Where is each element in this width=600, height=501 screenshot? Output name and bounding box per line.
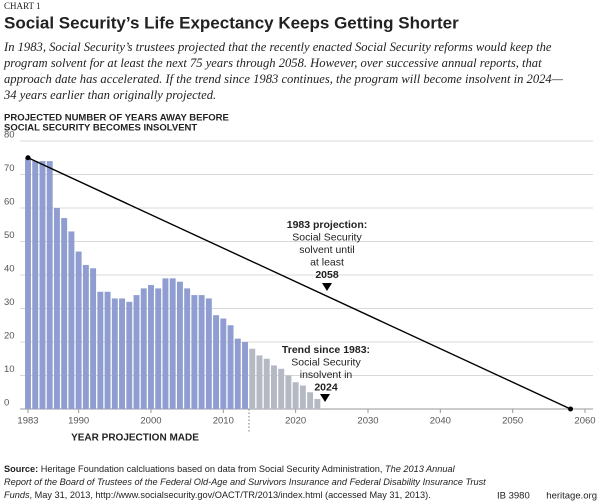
source-segment: Report of the Board of Trustees of the F… [4, 477, 486, 487]
annotation-line: Trend since 1983: [282, 344, 370, 356]
y-tick-label: 60 [4, 197, 15, 208]
bar [140, 288, 147, 409]
source-segment: , May 31, 2013, http://www.socialsecurit… [30, 490, 431, 500]
bar [270, 365, 277, 409]
bar [126, 301, 133, 409]
bar [53, 208, 60, 409]
annotation-line: solvent until [299, 244, 354, 256]
subtitle-line: program solvent for at least the next 75… [3, 56, 542, 70]
x-tick-label: 2000 [140, 416, 161, 427]
source-line: Funds, May 31, 2013, http://www.socialse… [4, 490, 431, 500]
annotation-line: at least [310, 256, 344, 268]
bar [285, 375, 292, 409]
annotation-line: Social Security [292, 231, 362, 243]
bar [32, 161, 39, 409]
annotation-line: 2024 [314, 381, 338, 393]
source-note: Source: Heritage Foundation calcluations… [4, 464, 486, 500]
source-line: Source: Heritage Foundation calcluations… [4, 464, 456, 474]
bar [133, 295, 140, 409]
bar [90, 268, 97, 409]
bar [220, 318, 227, 409]
bar [176, 281, 183, 409]
source-line: Report of the Board of Trustees of the F… [4, 477, 486, 487]
bar [82, 264, 89, 409]
bar [184, 288, 191, 409]
bar [227, 325, 234, 409]
annotation-line: Social Security [291, 356, 361, 368]
source-segment: Funds [4, 490, 30, 500]
bar [213, 315, 220, 409]
bar [169, 278, 176, 409]
y-tick-label: 10 [4, 364, 15, 375]
y-tick-label: 20 [4, 331, 15, 342]
bar [46, 161, 53, 409]
bar [292, 382, 299, 409]
y-axis-label-line: PROJECTED NUMBER OF YEARS AWAY BEFORE [4, 113, 229, 124]
bar [119, 298, 126, 409]
source-segment: Source: [4, 464, 38, 474]
arrow-marker [320, 394, 330, 402]
bar [97, 291, 104, 409]
bar [234, 338, 241, 409]
subtitle: In 1983, Social Security’s trustees proj… [3, 40, 564, 102]
report-id: IB 3980 [497, 491, 530, 501]
y-axis-label: PROJECTED NUMBER OF YEARS AWAY BEFORESOC… [4, 113, 229, 134]
bar [39, 161, 46, 409]
y-axis-label-line: SOCIAL SECURITY BECOMES INSOLVENT [4, 123, 197, 134]
y-tick-label: 70 [4, 163, 15, 174]
bar [191, 295, 198, 409]
bar [68, 231, 75, 409]
bar [25, 157, 31, 409]
x-tick-label: 2020 [285, 416, 306, 427]
subtitle-line: In 1983, Social Security’s trustees proj… [3, 40, 552, 54]
x-tick-label: 2060 [574, 416, 595, 427]
subtitle-line: 34 years earlier than originally project… [3, 88, 216, 102]
annotation-line: insolvent in [300, 369, 353, 381]
bar [314, 398, 321, 409]
y-tick-label: 80 [4, 130, 15, 141]
y-tick-label: 40 [4, 264, 15, 275]
bar [249, 348, 256, 409]
x-tick-label: 2030 [357, 416, 378, 427]
x-tick-label: 2040 [430, 416, 451, 427]
chart-label: CHART 1 [4, 1, 41, 11]
bar [162, 278, 169, 409]
bar [263, 358, 270, 409]
annotation-line: 1983 projection: [287, 219, 368, 231]
x-tick-label: 2050 [502, 416, 523, 427]
bar [75, 251, 82, 409]
bar [61, 218, 68, 409]
x-axis-label: YEAR PROJECTION MADE [71, 433, 199, 444]
bar [299, 385, 306, 409]
bar [307, 392, 314, 409]
bar [278, 368, 285, 409]
annotation-line: 2058 [315, 269, 339, 281]
arrow-marker [322, 283, 332, 291]
x-tick-label: 1990 [68, 416, 89, 427]
bar [111, 298, 118, 409]
source-segment: Heritage Foundation calcluations based o… [38, 464, 385, 474]
bar [198, 295, 205, 409]
trend-line [27, 157, 571, 410]
bar [205, 298, 212, 409]
bar [148, 285, 154, 409]
source-segment: The 2013 Annual [385, 464, 456, 474]
chart-title: Social Security’s Life Expectancy Keeps … [4, 13, 459, 32]
trend-endpoint [25, 155, 31, 161]
bar [242, 342, 248, 409]
x-tick-label: 2010 [213, 416, 234, 427]
y-tick-label: 0 [4, 398, 9, 409]
x-tick-label: 1983 [17, 416, 38, 427]
bar [155, 288, 162, 409]
y-tick-label: 50 [4, 230, 15, 241]
bar [104, 291, 111, 409]
bar [256, 355, 263, 409]
trend-endpoint [568, 406, 574, 412]
y-tick-label: 30 [4, 297, 15, 308]
site: heritage.org [546, 491, 597, 501]
subtitle-line: approach date has accelerated. If the tr… [4, 72, 564, 86]
